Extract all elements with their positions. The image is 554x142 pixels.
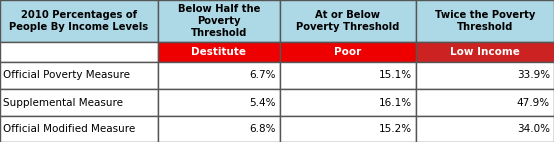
Bar [280,89,416,116]
Bar [280,0,416,42]
Text: 34.0%: 34.0% [517,124,550,134]
Text: 6.8%: 6.8% [249,124,276,134]
Text: Poor: Poor [334,47,361,57]
Text: 15.1%: 15.1% [378,70,412,81]
Text: 5.4%: 5.4% [249,98,276,107]
Bar [416,116,554,142]
Bar [0,42,158,62]
Text: 33.9%: 33.9% [517,70,550,81]
Bar [0,0,158,42]
Text: Supplemental Measure: Supplemental Measure [3,98,123,107]
Bar [416,42,554,62]
Bar [158,116,280,142]
Bar [0,89,158,116]
Bar [158,42,280,62]
Bar [280,62,416,89]
Text: Low Income: Low Income [450,47,520,57]
Bar [416,0,554,42]
Bar [416,89,554,116]
Text: Twice the Poverty
Threshold: Twice the Poverty Threshold [434,10,535,32]
Bar [158,89,280,116]
Text: 6.7%: 6.7% [249,70,276,81]
Bar [280,42,416,62]
Text: Destitute: Destitute [191,47,247,57]
Bar [158,0,280,42]
Text: Official Poverty Measure: Official Poverty Measure [3,70,130,81]
Text: 16.1%: 16.1% [378,98,412,107]
Bar [416,62,554,89]
Text: 2010 Percentages of
People By Income Levels: 2010 Percentages of People By Income Lev… [9,10,148,32]
Bar [0,62,158,89]
Bar [158,62,280,89]
Text: Below Half the
Poverty
Threshold: Below Half the Poverty Threshold [178,4,260,38]
Bar [0,116,158,142]
Bar [280,116,416,142]
Text: 15.2%: 15.2% [378,124,412,134]
Text: At or Below
Poverty Threshold: At or Below Poverty Threshold [296,10,399,32]
Text: Official Modified Measure: Official Modified Measure [3,124,135,134]
Text: 47.9%: 47.9% [517,98,550,107]
